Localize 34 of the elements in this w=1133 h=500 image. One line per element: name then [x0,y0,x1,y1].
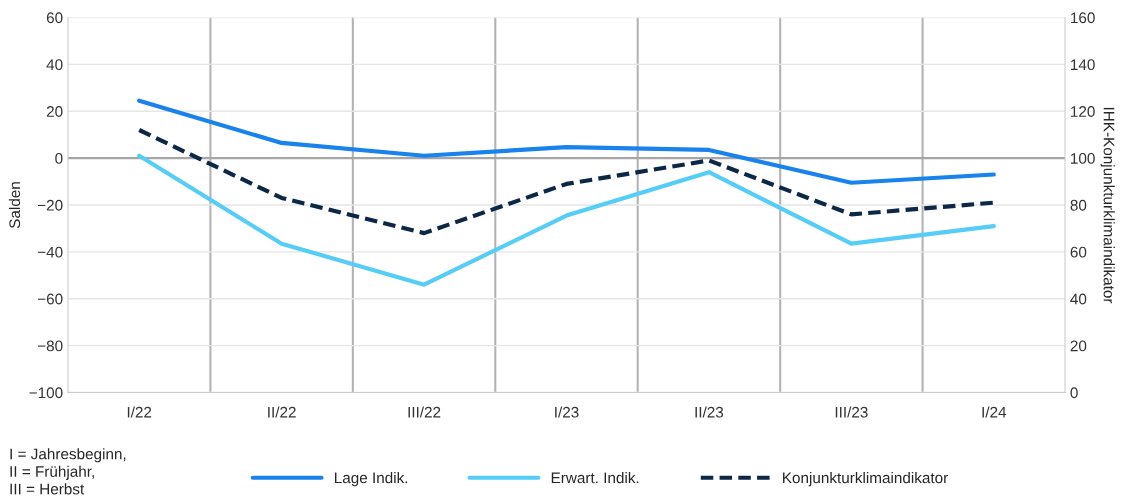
y2-tick-label: 160 [1071,12,1095,24]
legend-label: Erwart. Indik. [551,472,639,484]
y2-tick-label: 120 [1071,106,1095,117]
y2-tick-label: 20 [1070,340,1087,352]
legend-label: Lage Indik. [334,472,408,487]
line-series [137,98,996,185]
y2-tick-label: 40 [1070,293,1087,305]
y2-tick-label: 60 [1070,246,1087,258]
y-tick-label: −60 [37,293,63,305]
y-tick-label: 40 [46,59,63,71]
line-series [137,127,996,236]
y2-axis-title: IHK-Konjunkturklimaindikator [1100,107,1115,304]
text: I = Jahresbeginn, II = Frühjahr, III = Herbst [10,448,126,495]
y-tick-label: 0 [55,152,63,164]
x-tick-label: II/23 [695,406,724,418]
y2-tick-label: 0 [1070,387,1078,399]
y-tick-label: −100 [29,387,63,399]
y-tick-label: −80 [37,340,63,352]
y2-tick-label: 140 [1071,59,1095,71]
y2-tick-label: 100 [1071,152,1095,164]
y-axis-title: Salden [8,182,21,229]
x-tick-label: I/23 [555,406,579,418]
x-tick-label: I/24 [982,406,1007,418]
y-tick-label: −20 [37,199,63,211]
x-tick-label: II/22 [268,406,296,418]
y-tick-label: 20 [46,106,63,117]
y-tick-label: 60 [46,12,63,24]
x-tick-label: I/22 [127,406,152,418]
y2-tick-label: 80 [1070,199,1087,211]
legend-label: Konjunkturklimaindikator [783,472,948,487]
x-tick-label: III/23 [835,406,868,418]
y-tick-label: −40 [37,246,63,258]
x-tick-label: III/22 [408,406,441,418]
line-series [137,153,996,287]
